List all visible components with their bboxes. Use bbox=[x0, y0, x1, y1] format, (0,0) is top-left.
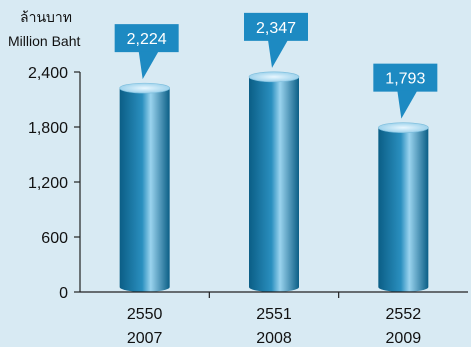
x-category-label: 2552 bbox=[386, 306, 422, 323]
y-axis: 0 600 1,200 1,800 2,400 bbox=[28, 65, 81, 302]
x-category-sublabel: 2008 bbox=[256, 330, 292, 347]
x-category-label: 2550 bbox=[127, 306, 163, 323]
y-tick-label: 600 bbox=[41, 230, 68, 247]
bar-top bbox=[378, 122, 429, 133]
bar bbox=[249, 76, 299, 292]
unit-label-english: Million Baht bbox=[8, 33, 80, 49]
y-tick-label: 2,400 bbox=[28, 65, 68, 82]
value-label-pointer bbox=[138, 51, 159, 80]
value-label-box bbox=[114, 24, 179, 53]
value-label: 2,347 bbox=[256, 20, 296, 37]
y-tick-label: 1,200 bbox=[28, 175, 68, 192]
bar-top bbox=[248, 71, 300, 83]
unit-label-thai: ล้านบาท bbox=[20, 9, 72, 25]
bar bbox=[119, 88, 170, 293]
value-label: 2,224 bbox=[127, 31, 167, 48]
x-category-sublabel: 2007 bbox=[127, 330, 163, 347]
bar bbox=[378, 127, 429, 293]
y-tick-label: 1,800 bbox=[28, 120, 68, 137]
x-axis: 2550 2007 2551 2008 2552 2009 bbox=[80, 291, 468, 347]
bars: 2,224 2,347 1,793 bbox=[114, 12, 438, 293]
x-category-sublabel: 2009 bbox=[386, 330, 422, 347]
y-tick-label: 0 bbox=[59, 285, 68, 302]
value-label-pointer bbox=[268, 39, 288, 68]
value-label-pointer bbox=[397, 90, 418, 119]
value-label-box bbox=[373, 63, 438, 92]
value-label: 1,793 bbox=[385, 71, 425, 88]
value-label-box bbox=[244, 12, 308, 41]
bar-top bbox=[119, 82, 170, 94]
x-category-label: 2551 bbox=[256, 306, 292, 323]
